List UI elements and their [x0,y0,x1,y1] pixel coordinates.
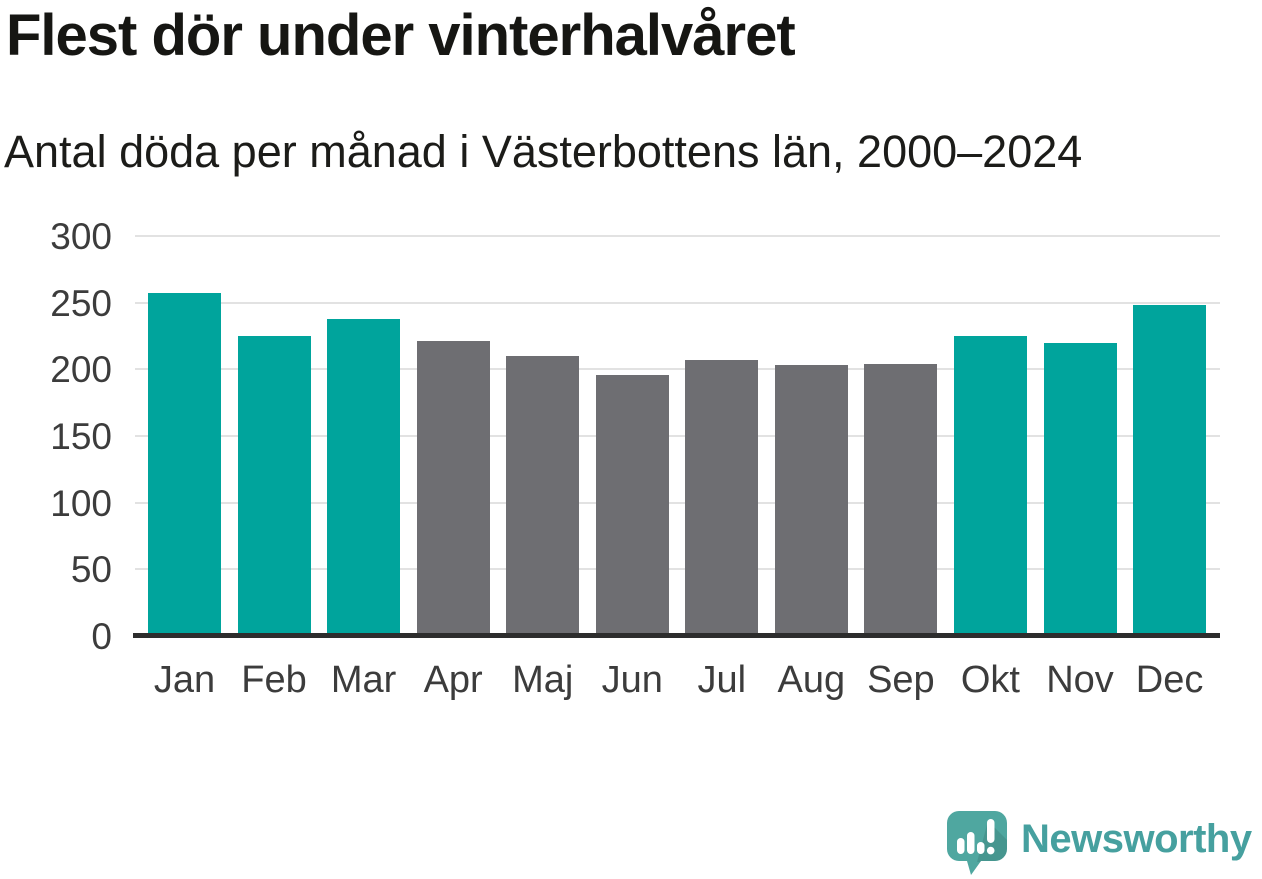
x-axis-label-okt: Okt [960,659,1020,701]
y-tick-label-100: 100 [50,482,112,524]
bar-jul [685,360,759,636]
gridline-200 [135,368,1220,371]
x-axis-label-jun: Jun [601,659,663,701]
x-axis-label-aug: Aug [777,659,846,701]
logo-bar-1 [957,838,965,854]
x-axis-label-dec: Dec [1135,659,1204,701]
chart-subtitle: Antal döda per månad i Västerbottens län… [4,126,1083,177]
logo-bar-2 [967,832,975,854]
x-axis-label-mar: Mar [330,659,397,701]
x-axis-label-sep: Sep [867,659,935,701]
newsworthy-logo-icon [947,811,1007,875]
bar-maj [506,356,580,636]
x-axis-label-nov: Nov [1046,659,1114,701]
bar-jun [595,374,669,636]
x-axis-line [133,633,1220,638]
bar-jan [148,293,221,636]
gridline-300 [135,235,1220,237]
gridline-250 [135,301,1220,304]
brand-name: Newsworthy [1021,817,1252,861]
logo-exclamation-dot [986,846,995,855]
bar-mar [327,318,401,636]
gridline-150 [135,435,1220,437]
y-tick-label-150: 150 [50,416,112,457]
x-axis-label-apr: Apr [423,659,483,701]
bar-nov [1043,342,1117,636]
x-axis-label-jan: Jan [153,659,216,701]
y-tick-label-300: 300 [50,216,112,257]
gridline-100 [135,501,1220,504]
bar-aug [774,365,848,636]
y-tick-label-50: 50 [70,549,112,591]
x-axis-label-feb: Feb [241,659,307,701]
bar-sep [864,364,938,636]
bar-apr [416,341,490,636]
logo-bar-3 [977,842,985,854]
y-tick-label-250: 250 [50,282,112,324]
gridline-50 [135,568,1220,571]
logo-exclamation-bar [987,819,995,843]
x-axis-label-maj: Maj [512,659,574,701]
chart-title: Flest dör under vinterhalvåret [6,3,796,68]
x-axis-label-jul: Jul [697,659,747,701]
bar-okt [953,336,1027,636]
bar-feb [237,336,311,636]
bar-dec [1133,305,1207,636]
y-tick-label-200: 200 [50,349,112,391]
y-tick-label-0: 0 [91,616,112,657]
